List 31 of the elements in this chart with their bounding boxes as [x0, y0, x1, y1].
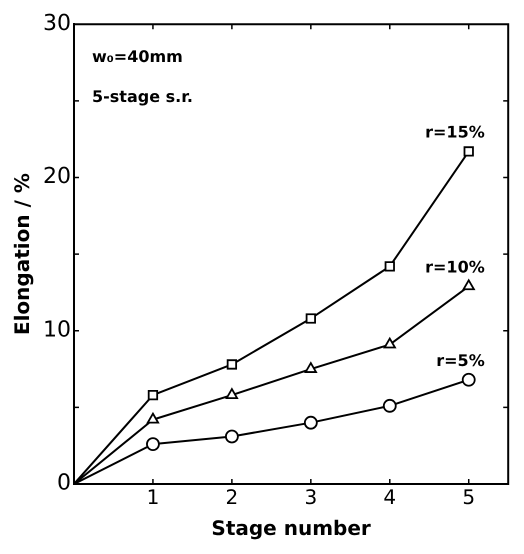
y-tick-label: 0: [56, 470, 71, 496]
point: [304, 362, 317, 373]
y-tick-label: 20: [42, 164, 71, 190]
point: [146, 437, 160, 452]
point: [224, 430, 239, 444]
point: [462, 372, 476, 387]
point: [384, 261, 395, 272]
x-axis-title: Stage number: [211, 516, 371, 540]
series-label: r=15%: [425, 122, 485, 142]
x-tick-label: 2: [226, 485, 238, 510]
point: [462, 279, 475, 290]
point: [384, 338, 396, 348]
series-label: r=10%: [425, 257, 485, 276]
point: [464, 146, 474, 157]
point: [226, 359, 238, 370]
y-tick-label: 30: [42, 10, 71, 36]
y-axis-title: Elongation / %: [10, 173, 34, 336]
x-tick-label: 4: [383, 485, 396, 510]
point: [146, 412, 160, 424]
series-label: r=5%: [436, 350, 485, 370]
annotation: 5-stage s.r.: [92, 87, 193, 106]
point: [382, 398, 397, 413]
point: [226, 388, 238, 400]
x-tick-label: 1: [146, 485, 160, 510]
point: [148, 390, 158, 400]
point: [306, 313, 316, 324]
point: [304, 416, 318, 430]
y-tick-label: 10: [42, 317, 71, 342]
annotation: w₀=40mm: [92, 47, 183, 66]
x-tick-label: 5: [462, 485, 476, 510]
x-tick-label: 3: [304, 485, 318, 510]
